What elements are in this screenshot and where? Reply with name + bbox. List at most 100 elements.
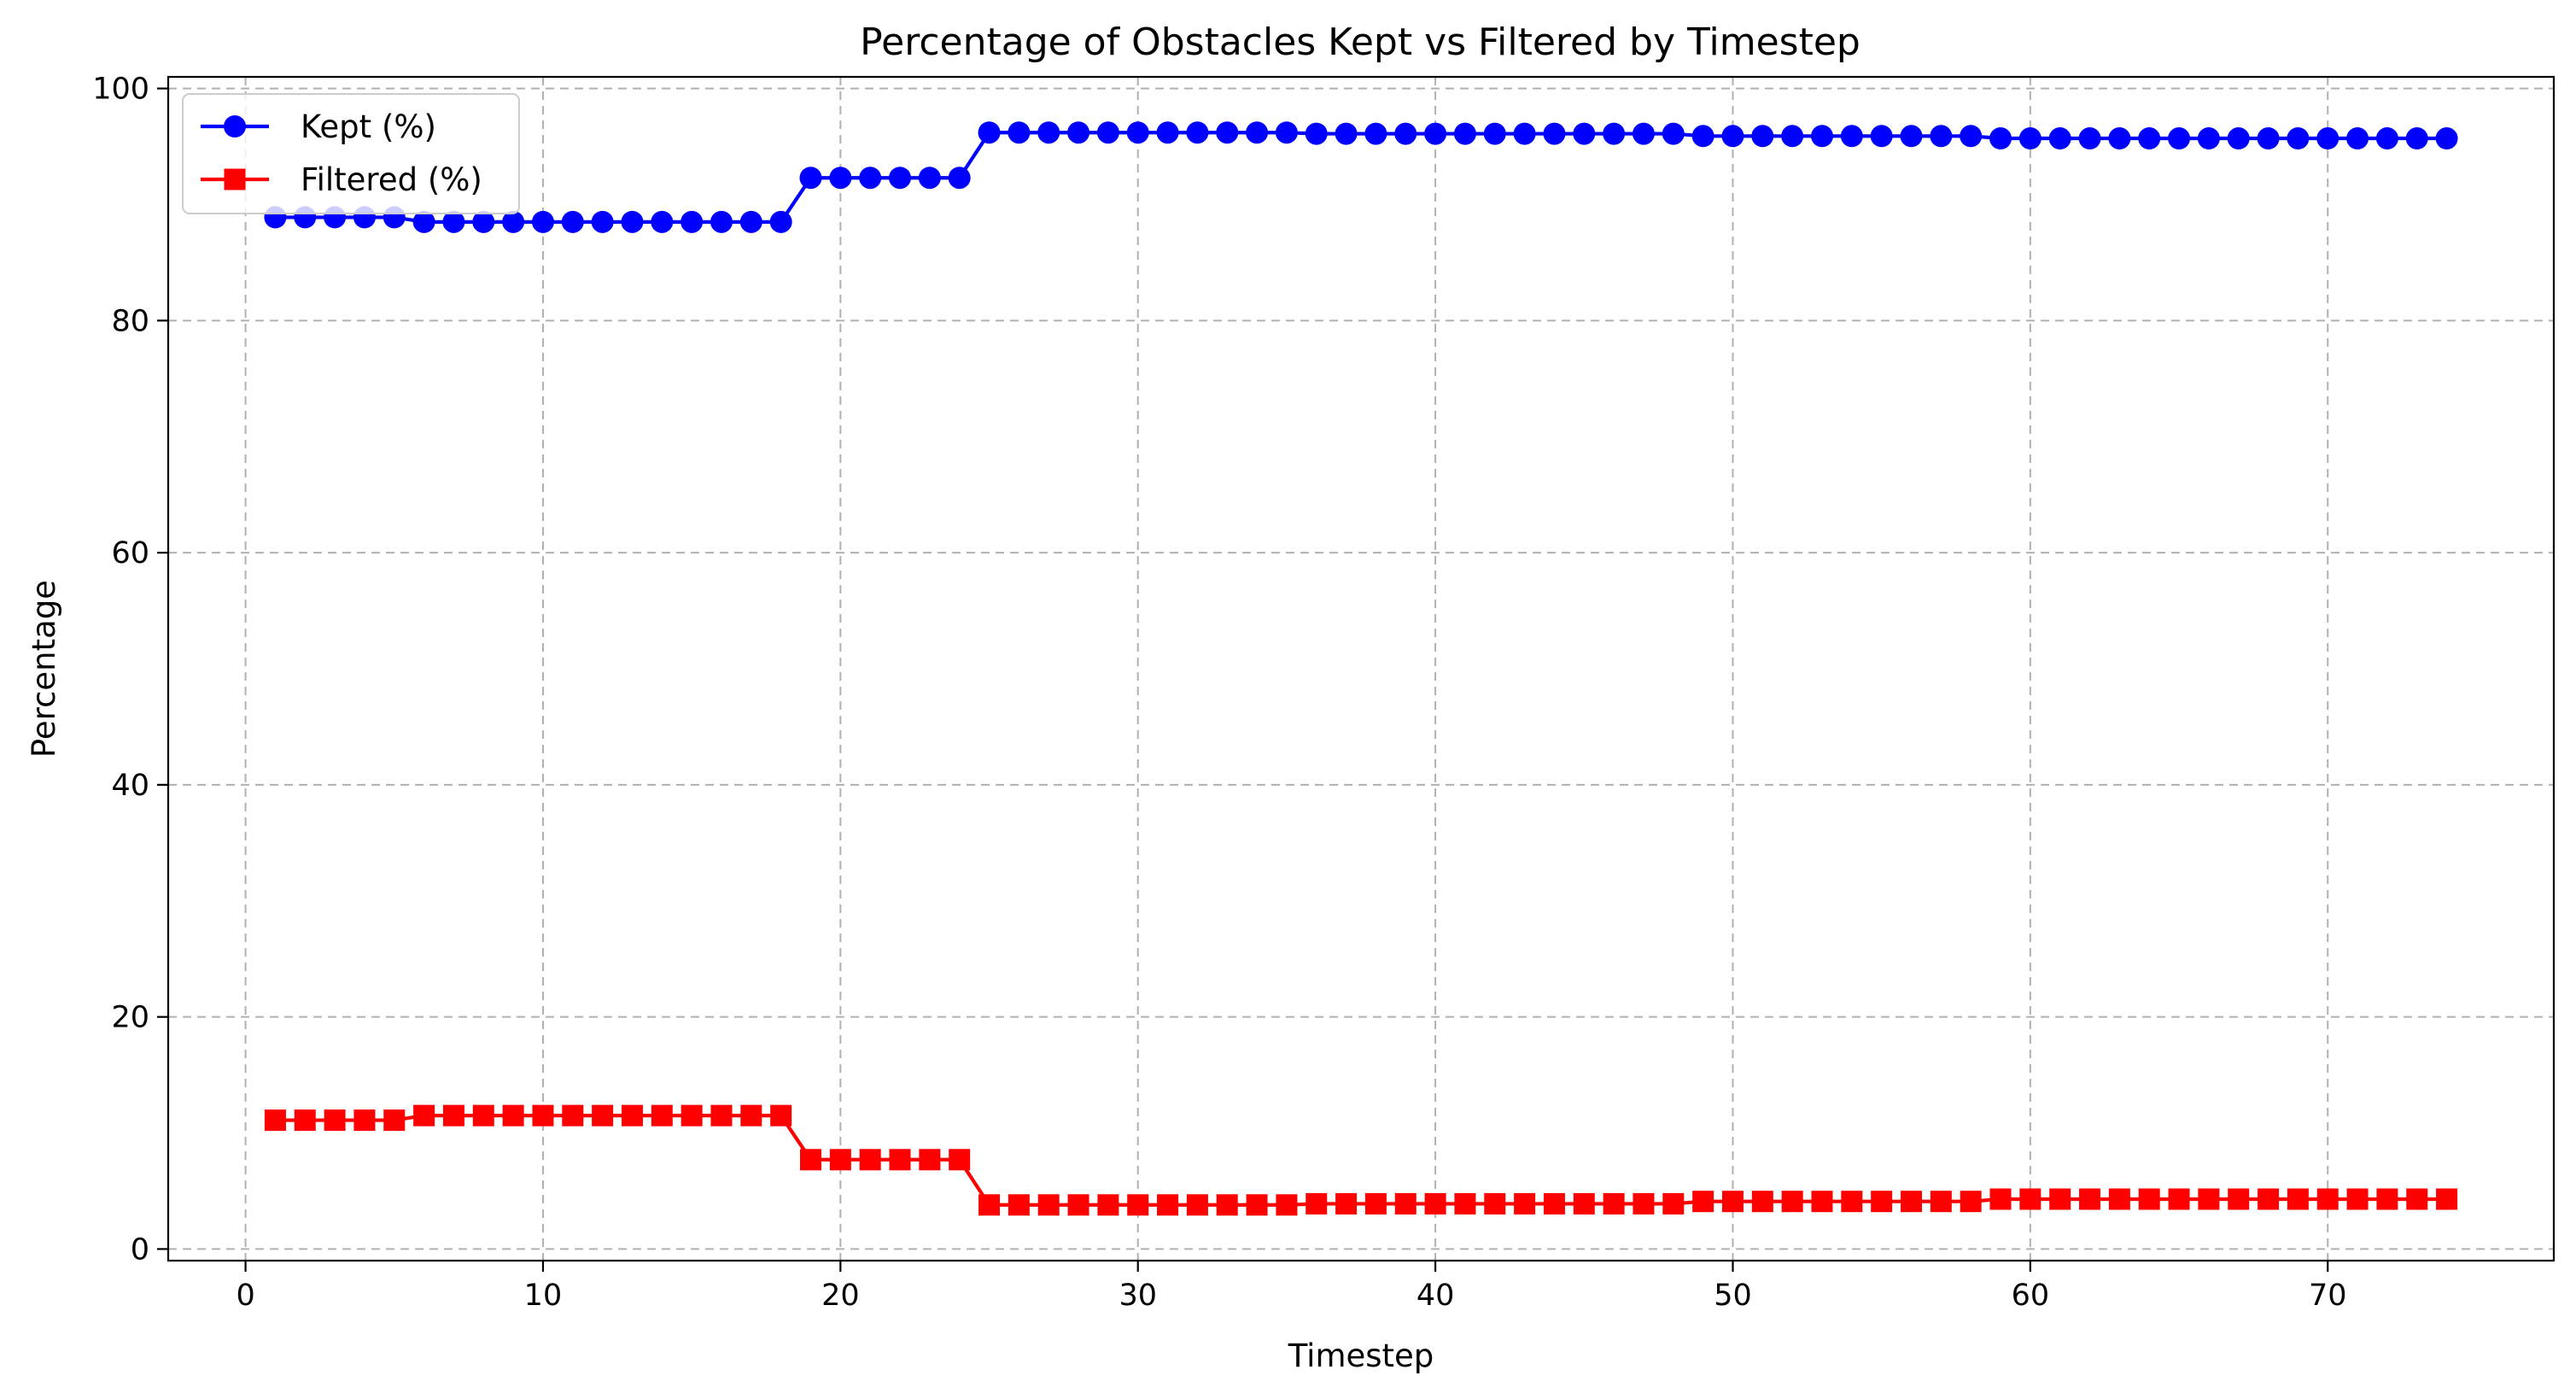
- data-point: [1096, 121, 1119, 144]
- data-point: [1513, 122, 1536, 145]
- data-point: [442, 210, 465, 233]
- data-point: [919, 1149, 941, 1171]
- x-tick-label: 70: [2309, 1279, 2347, 1313]
- x-tick-label: 60: [2012, 1279, 2050, 1313]
- data-point: [2257, 127, 2280, 150]
- grid-layer: [168, 77, 2554, 1261]
- legend-entries: Kept (%) Filtered (%): [201, 108, 482, 198]
- data-point: [829, 167, 852, 190]
- data-point: [1246, 121, 1269, 144]
- data-point: [1989, 1188, 2012, 1210]
- data-point: [1186, 121, 1209, 144]
- chart-title: Percentage of Obstacles Kept vs Filtered…: [860, 20, 1860, 64]
- series-kept: [264, 121, 2458, 233]
- data-point: [710, 1104, 733, 1127]
- data-point: [1781, 1191, 1803, 1213]
- data-point: [472, 1104, 494, 1127]
- data-point: [562, 1104, 584, 1127]
- data-point: [859, 1149, 881, 1171]
- data-point: [1840, 125, 1863, 148]
- data-point: [1276, 1194, 1298, 1216]
- data-point: [621, 210, 644, 233]
- series-filtered: [264, 1104, 2458, 1216]
- x-axis-label: Timestep: [1288, 1338, 1434, 1374]
- data-point: [1424, 122, 1447, 145]
- data-point: [859, 167, 882, 190]
- data-point: [1543, 122, 1566, 145]
- data-point: [2406, 1188, 2428, 1210]
- data-point: [1632, 122, 1655, 145]
- data-point: [442, 1104, 464, 1127]
- data-point: [592, 1104, 614, 1127]
- data-point: [1186, 1194, 1208, 1216]
- data-point: [2168, 127, 2191, 150]
- data-point: [1008, 1194, 1030, 1216]
- data-point: [1721, 1191, 1744, 1213]
- data-point: [264, 1109, 286, 1132]
- data-point: [1335, 122, 1358, 145]
- data-point: [1573, 1192, 1595, 1215]
- x-tick-label: 40: [1417, 1279, 1455, 1313]
- data-point: [710, 210, 733, 233]
- data-point: [1453, 122, 1476, 145]
- data-point: [2346, 1188, 2369, 1210]
- data-point: [1603, 1192, 1625, 1215]
- data-point: [383, 1109, 406, 1132]
- legend-entry: Filtered (%): [201, 161, 482, 198]
- data-point: [1543, 1192, 1565, 1215]
- data-point: [1692, 1191, 1714, 1213]
- data-point: [1157, 1194, 1179, 1216]
- data-point: [2376, 1188, 2398, 1210]
- data-point: [1721, 125, 1744, 148]
- data-point: [2436, 1188, 2458, 1210]
- data-point: [1364, 1192, 1387, 1215]
- x-tick-label: 30: [1119, 1279, 1157, 1313]
- data-point: [1781, 125, 1804, 148]
- data-point: [2375, 127, 2398, 150]
- data-point: [591, 210, 614, 233]
- data-point: [2168, 1188, 2190, 1210]
- data-point: [949, 1149, 971, 1171]
- y-tick-label: 20: [111, 1001, 149, 1035]
- data-point: [2316, 1188, 2339, 1210]
- x-tick-label: 0: [236, 1279, 254, 1313]
- y-axis-label: Percentage: [26, 580, 62, 758]
- data-point: [1424, 1192, 1446, 1215]
- data-point: [978, 121, 1001, 144]
- data-point: [1364, 122, 1387, 145]
- data-point: [1484, 1192, 1506, 1215]
- y-tick-label: 40: [111, 769, 149, 803]
- data-point: [1008, 121, 1031, 144]
- data-point: [1067, 1194, 1089, 1216]
- data-point: [1751, 1191, 1773, 1213]
- data-point: [681, 1104, 703, 1127]
- x-tick-label: 50: [1714, 1279, 1752, 1313]
- y-tick-label: 60: [111, 536, 149, 571]
- data-point: [1216, 1194, 1238, 1216]
- data-point: [1573, 122, 1596, 145]
- data-point: [2108, 1188, 2130, 1210]
- y-tick-label: 0: [131, 1232, 149, 1267]
- data-point: [2049, 1188, 2071, 1210]
- x-tick-label: 10: [524, 1279, 563, 1313]
- data-point: [2287, 1188, 2309, 1210]
- data-point: [2138, 127, 2161, 150]
- data-point: [2405, 127, 2428, 150]
- data-point: [324, 1109, 346, 1132]
- data-point: [1633, 1192, 1655, 1215]
- data-point: [1900, 125, 1923, 148]
- data-point: [1306, 1192, 1328, 1215]
- legend-frame: [182, 93, 520, 214]
- legend-label: Kept (%): [301, 108, 436, 145]
- data-point: [1901, 1191, 1923, 1213]
- legend-label: Filtered (%): [301, 161, 482, 198]
- data-point: [2108, 127, 2131, 150]
- data-point: [1871, 1191, 1893, 1213]
- data-point: [889, 167, 912, 190]
- data-point: [2227, 127, 2250, 150]
- data-point: [799, 167, 822, 190]
- plot-frame: [166, 75, 2556, 1262]
- data-point: [1037, 121, 1060, 144]
